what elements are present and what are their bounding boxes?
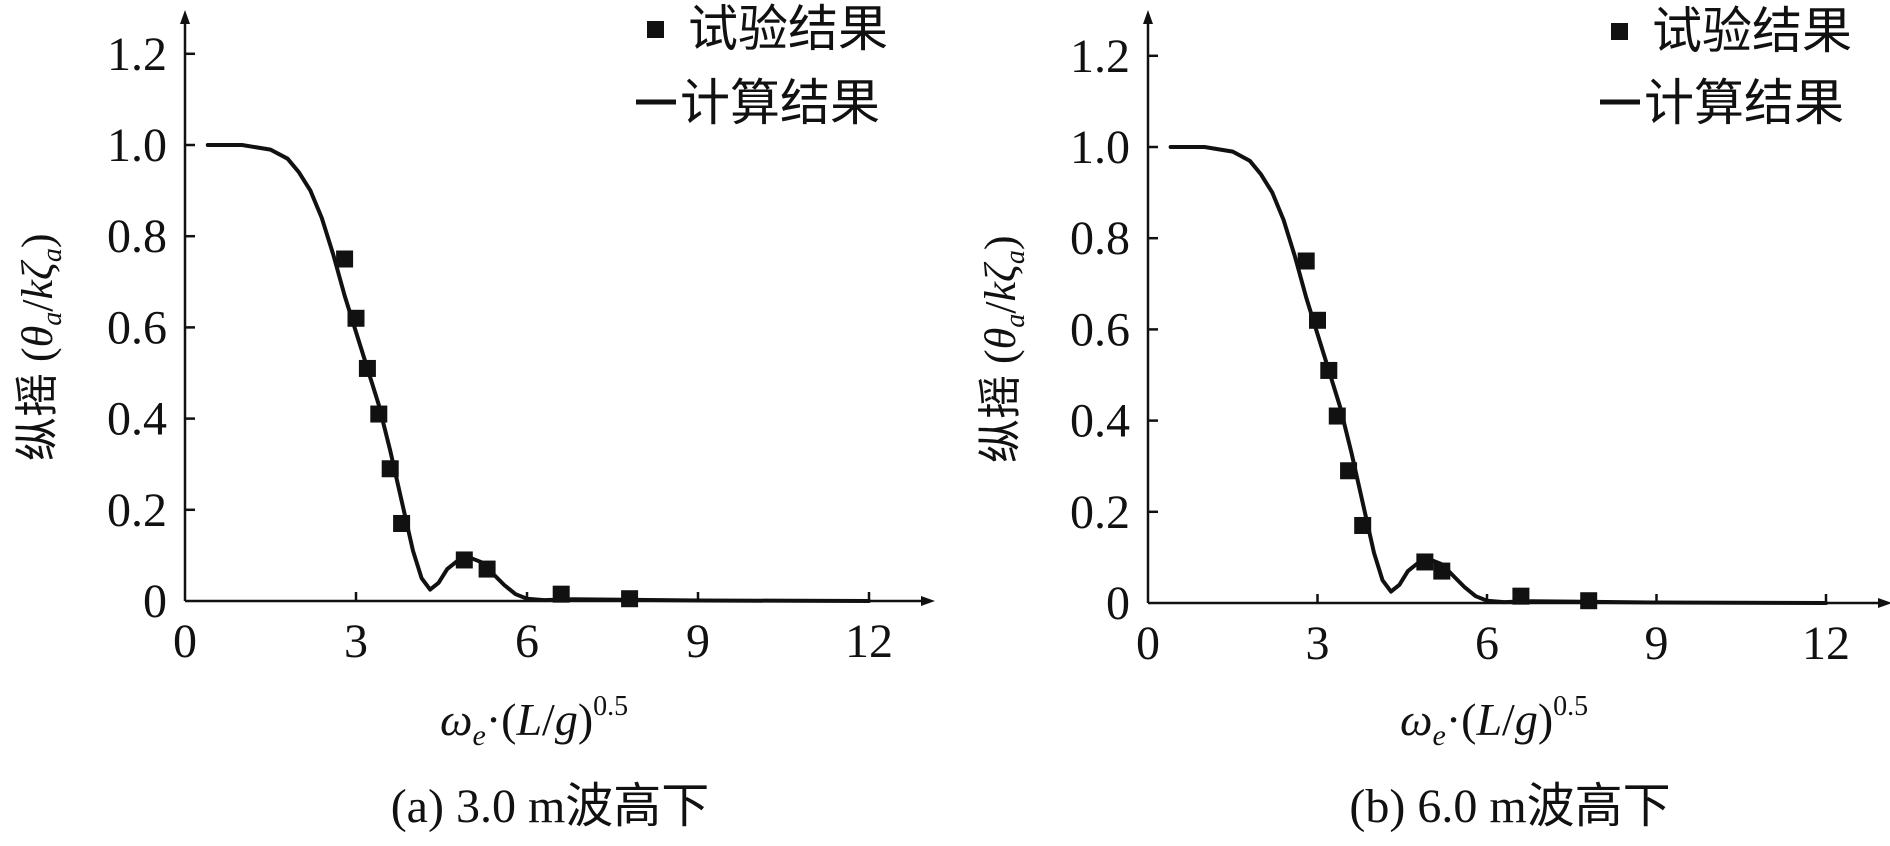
y-label-slash: /: [976, 301, 1025, 314]
x-label-g: g: [555, 694, 578, 745]
x-tick-label: 3: [344, 615, 368, 668]
y-tick-label: 1.0: [107, 119, 167, 172]
x-axis-arrow: [1878, 598, 1890, 608]
legend-label-calculated: 计算结果: [680, 75, 880, 131]
x-label-omega-sub: e: [1432, 719, 1445, 752]
data-point-experiment: [1297, 252, 1315, 270]
y-tick-label: 1.2: [107, 28, 167, 81]
y-tick-label: 1.0: [1070, 121, 1130, 174]
y-label-theta: θ: [13, 326, 62, 348]
y-tick-label: 0: [1106, 577, 1130, 630]
x-label-close: ): [1538, 694, 1553, 745]
panel-caption: (b) 6.0 m波高下: [1349, 780, 1670, 833]
y-tick-label: 0.6: [1070, 303, 1130, 356]
y-label-theta-sub: a: [1000, 314, 1031, 328]
y-tick-label: 0.4: [107, 393, 167, 446]
y-tick-label: 0.8: [1070, 212, 1130, 265]
y-label-close: ): [976, 235, 1025, 250]
y-tick-label: 0.8: [107, 210, 167, 263]
x-tick-label: 3: [1306, 617, 1330, 670]
y-label-open: (: [976, 349, 1025, 375]
x-axis-label: ωe·(L/g)0.5: [1400, 691, 1588, 752]
y-axis-arrow: [1143, 10, 1153, 24]
x-tick-label: 12: [1802, 617, 1850, 670]
x-label-omega: ω: [1400, 694, 1432, 745]
y-label-theta-sub: a: [37, 312, 68, 326]
y-axis-label: 纵摇 (θa/kζa): [976, 235, 1031, 463]
y-label-zeta: ζ: [13, 259, 62, 280]
x-tick-label: 9: [1645, 617, 1669, 670]
y-label-zeta-sub: a: [1000, 250, 1031, 264]
y-label-k: k: [13, 278, 62, 299]
y-tick-label: 1.2: [1070, 30, 1130, 83]
legend-marker-experiment: [647, 21, 664, 38]
y-axis-label: 纵摇 (θa/kζa): [13, 233, 68, 461]
x-tick-label: 6: [515, 615, 539, 668]
legend-label-calculated: 计算结果: [1644, 75, 1844, 131]
y-tick-label: 0: [143, 575, 167, 628]
x-label-close: ): [578, 694, 593, 745]
y-label-zeta-sub: a: [37, 248, 68, 262]
x-label-power: 0.5: [593, 691, 628, 722]
y-label-theta: θ: [976, 328, 1025, 350]
x-label-slash: /: [542, 694, 555, 745]
x-tick-label: 9: [686, 615, 710, 668]
y-tick-label: 0.2: [1070, 486, 1130, 539]
y-label-close: ): [13, 233, 62, 248]
legend-label-experiment: 试验结果: [1652, 3, 1852, 59]
x-label-dot: ·(: [1446, 694, 1477, 745]
legend-label-experiment: 试验结果: [688, 1, 888, 57]
x-label-omega: ω: [440, 694, 472, 745]
y-label-open: (: [13, 347, 62, 373]
y-axis-arrow: [180, 10, 190, 24]
series-line-calculated: [1168, 145, 1828, 605]
data-point-experiment: [336, 250, 354, 268]
x-label-slash: /: [1502, 694, 1515, 745]
y-label-k: k: [976, 280, 1025, 301]
x-tick-label: 6: [1475, 617, 1499, 670]
x-axis-label: ωe·(L/g)0.5: [440, 691, 628, 752]
y-label-slash: /: [13, 299, 62, 312]
x-label-g: g: [1515, 694, 1538, 745]
x-tick-label: 0: [1136, 617, 1160, 670]
y-tick-label: 0.2: [107, 484, 167, 537]
y-label-main: 纵摇: [13, 373, 62, 461]
x-label-omega-sub: e: [472, 719, 485, 752]
y-label-main: 纵摇: [976, 375, 1025, 463]
x-label-L: L: [515, 694, 542, 745]
x-label-L: L: [1475, 694, 1502, 745]
y-label-zeta: ζ: [976, 261, 1025, 282]
x-tick-label: 12: [845, 615, 893, 668]
legend-marker-experiment: [1611, 23, 1628, 40]
y-tick-label: 0.4: [1070, 395, 1130, 448]
x-label-dot: ·(: [486, 694, 517, 745]
x-label-power: 0.5: [1553, 691, 1588, 722]
panel-caption: (a) 3.0 m波高下: [391, 780, 710, 833]
series-line-calculated: [205, 143, 871, 603]
x-axis-arrow: [921, 596, 935, 606]
y-tick-label: 0.6: [107, 301, 167, 354]
x-tick-label: 0: [173, 615, 197, 668]
